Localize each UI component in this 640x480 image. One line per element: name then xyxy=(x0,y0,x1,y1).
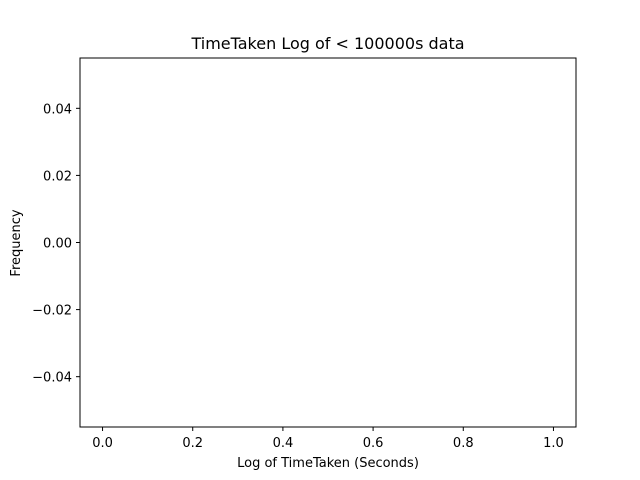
y-tick-label: 0.04 xyxy=(43,102,72,117)
x-tick-label: 0.6 xyxy=(363,436,384,451)
x-tick-label: 0.4 xyxy=(273,436,294,451)
x-tick-label: 0.8 xyxy=(453,436,474,451)
chart-title: TimeTaken Log of < 100000s data xyxy=(190,34,464,53)
y-tick-label: 0.00 xyxy=(43,237,72,252)
x-axis-label: Log of TimeTaken (Seconds) xyxy=(237,456,419,471)
x-tick-label: 0.0 xyxy=(92,436,113,451)
x-tick-label: 1.0 xyxy=(543,436,564,451)
y-tick-label: −0.02 xyxy=(32,304,72,319)
y-tick-label: 0.02 xyxy=(43,169,72,184)
y-axis: −0.04 −0.02 0.00 0.02 0.04 xyxy=(32,102,80,386)
y-tick-label: −0.04 xyxy=(32,371,72,386)
x-tick-label: 0.2 xyxy=(182,436,203,451)
x-axis: 0.0 0.2 0.4 0.6 0.8 1.0 xyxy=(92,427,564,451)
y-axis-label: Frequency xyxy=(9,209,24,276)
